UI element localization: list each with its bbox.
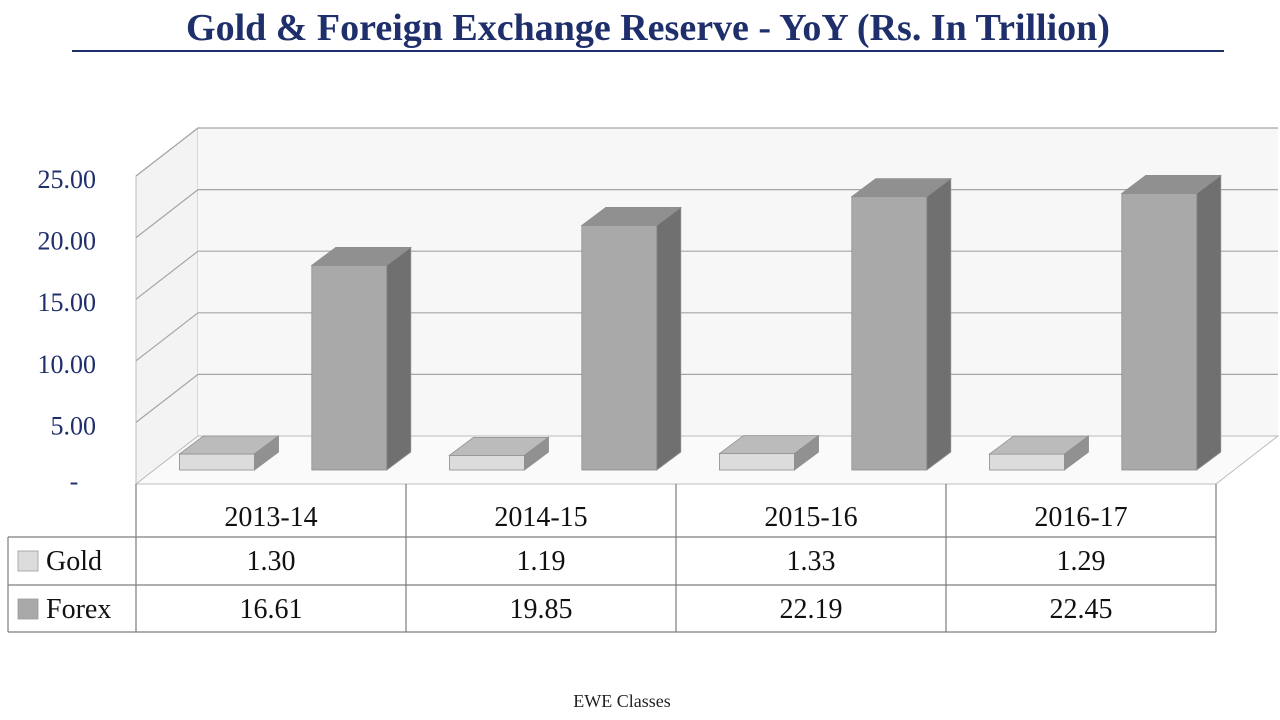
x-tick-label: 2014-15 xyxy=(494,502,587,533)
data-label: 1.33 xyxy=(787,546,836,577)
chart-title: Gold & Foreign Exchange Reserve - YoY (R… xyxy=(186,7,1110,49)
bar-front xyxy=(851,196,928,471)
y-tick-label: 15.00 xyxy=(38,288,97,317)
x-tick-label: 2013-14 xyxy=(224,502,317,533)
y-tick-label: 25.00 xyxy=(38,165,97,194)
x-tick-label: 2015-16 xyxy=(764,502,857,533)
data-label: 19.85 xyxy=(510,594,573,625)
bar-side xyxy=(926,177,952,471)
data-label: 22.45 xyxy=(1050,594,1113,625)
data-table: 2013-14 2014-15 2015-16 2016-17 Gold 1.30 1.19… xyxy=(7,484,1217,633)
bar-gold-2016-17 xyxy=(988,435,1090,471)
legend-swatch-forex xyxy=(17,598,39,620)
bar-side xyxy=(1196,174,1222,471)
x-tick-label: 2016-17 xyxy=(1034,502,1127,533)
credit-text: EWE Classes xyxy=(573,691,670,711)
bar-side xyxy=(386,246,412,471)
bar-gold-2015-16 xyxy=(718,434,820,471)
bar-side xyxy=(656,206,682,471)
legend-label-gold: Gold xyxy=(46,546,102,577)
y-tick-label: 20.00 xyxy=(38,227,97,256)
bar-front xyxy=(311,264,388,471)
bar-forex-2015-16 xyxy=(850,177,952,471)
data-label: 22.19 xyxy=(780,594,843,625)
bar-gold-2014-15 xyxy=(448,436,550,471)
data-label: 16.61 xyxy=(240,594,303,625)
legend-label-forex: Forex xyxy=(46,594,111,625)
bar-side xyxy=(794,434,819,471)
data-label: 1.30 xyxy=(247,546,296,577)
y-tick-label: 5.00 xyxy=(51,411,97,440)
bar-front xyxy=(449,454,525,471)
side-wall xyxy=(135,126,199,486)
bar-side xyxy=(254,435,279,471)
bar-front xyxy=(719,453,795,471)
y-tick-label: 10.00 xyxy=(38,350,97,379)
bar-forex-2016-17 xyxy=(1120,174,1223,471)
bar-front xyxy=(1121,193,1198,471)
floor xyxy=(134,435,1280,485)
data-label: 1.29 xyxy=(1057,546,1106,577)
y-tick-label: - xyxy=(70,467,79,496)
bar-forex-2014-15 xyxy=(580,206,682,471)
bar-side xyxy=(524,436,549,471)
chart-walls xyxy=(134,126,1280,486)
bars xyxy=(178,174,1223,471)
legend-swatch-gold xyxy=(17,550,39,572)
bar-front xyxy=(179,453,255,471)
bar-forex-2013-14 xyxy=(310,246,412,471)
bar-gold-2013-14 xyxy=(178,435,280,471)
y-axis: - 5.00 10.00 15.00 20.00 25.00 xyxy=(38,165,97,496)
bar-side xyxy=(1064,435,1089,471)
gridline xyxy=(135,127,1278,177)
bar-front xyxy=(581,225,658,471)
bar-front xyxy=(989,453,1065,471)
data-label: 1.19 xyxy=(517,546,566,577)
